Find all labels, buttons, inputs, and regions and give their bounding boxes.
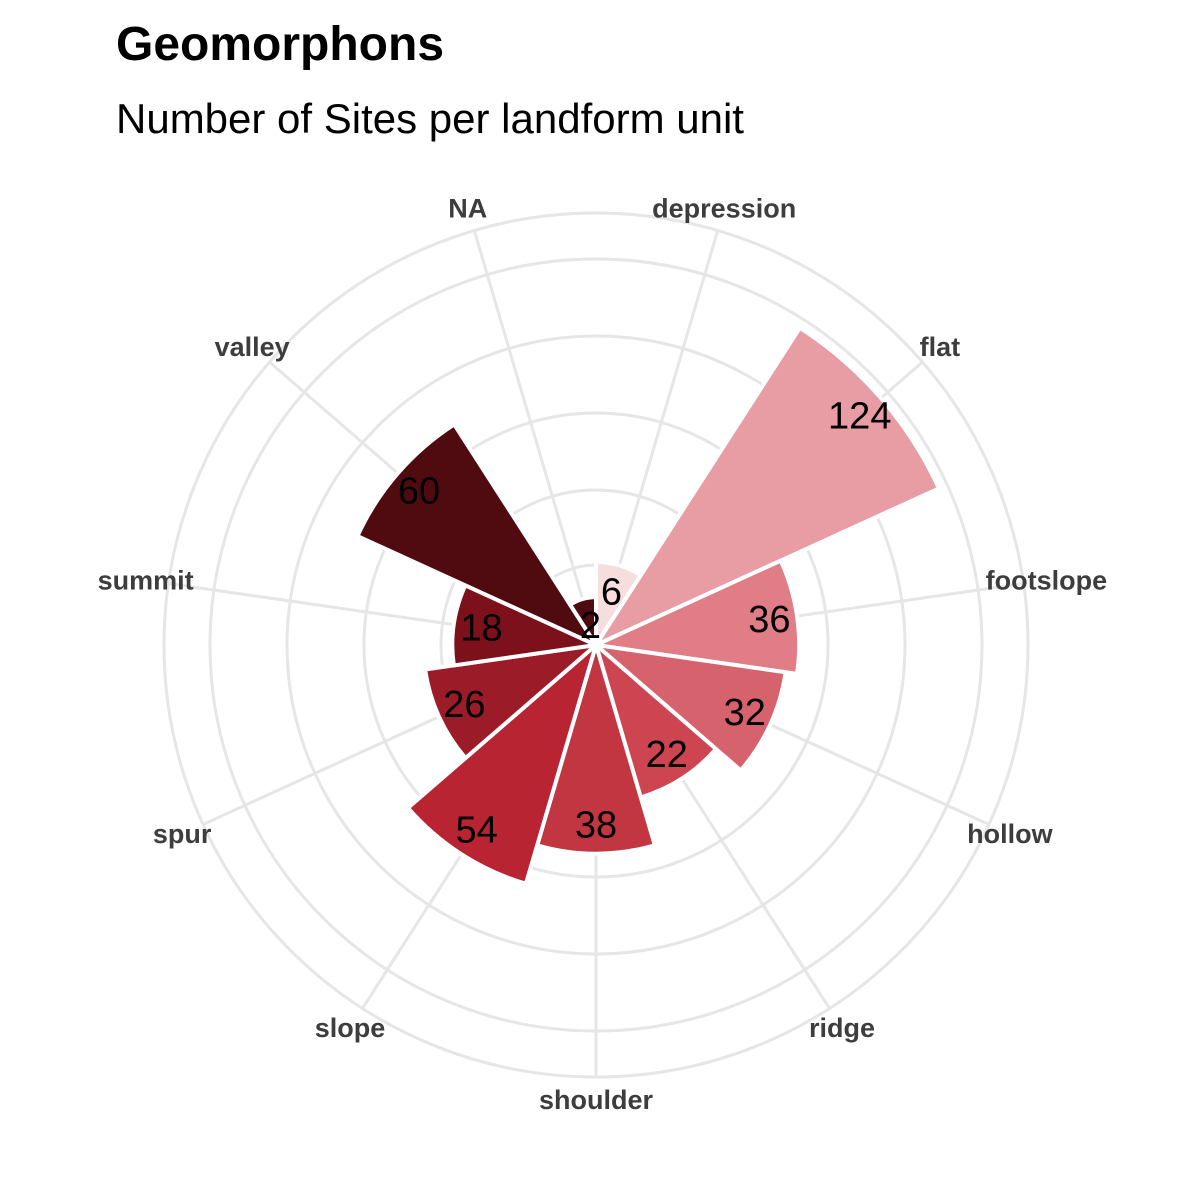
bar-slope <box>405 643 598 886</box>
category-label-footslope: footslope <box>986 565 1108 595</box>
value-label-summit: 18 <box>460 608 502 650</box>
bar-shoulder <box>535 643 657 856</box>
category-label-spur: spur <box>153 819 212 849</box>
value-label-depression: 6 <box>601 571 622 613</box>
value-label-shoulder: 38 <box>575 805 617 847</box>
value-label-na: 2 <box>580 605 601 647</box>
chart-title: Geomorphons <box>116 18 445 71</box>
bar-na <box>568 595 598 647</box>
value-label-ridge: 22 <box>646 734 688 776</box>
grid <box>162 211 1030 1079</box>
bar-valley <box>355 422 598 647</box>
bar-footslope <box>594 558 802 676</box>
category-label-na: NA <box>448 193 487 223</box>
bars <box>355 325 941 886</box>
value-label-valley: 60 <box>398 471 440 513</box>
value-label-footslope: 36 <box>748 599 790 641</box>
category-label-valley: valley <box>215 332 290 362</box>
bar-spur <box>423 643 598 761</box>
value-label-spur: 26 <box>443 684 485 726</box>
category-labels: depression flat footslope hollow ridge should… <box>98 193 1108 1115</box>
bar-hollow <box>594 643 788 773</box>
chart-subtitle: Number of Sites per landform unit <box>116 95 744 142</box>
value-label-slope: 54 <box>455 810 497 852</box>
value-label-hollow: 32 <box>724 692 766 734</box>
category-label-summit: summit <box>98 565 194 595</box>
category-label-ridge: ridge <box>809 1013 875 1043</box>
category-label-hollow: hollow <box>967 819 1053 849</box>
category-label-depression: depression <box>652 193 796 223</box>
value-labels: 6 124 36 32 22 38 54 26 18 60 2 <box>398 395 892 851</box>
category-label-slope: slope <box>315 1013 386 1043</box>
value-label-flat: 124 <box>828 395 891 437</box>
category-label-shoulder: shoulder <box>539 1085 654 1115</box>
category-label-flat: flat <box>920 332 961 362</box>
bar-flat <box>594 325 941 647</box>
grid-spoke <box>472 230 598 646</box>
